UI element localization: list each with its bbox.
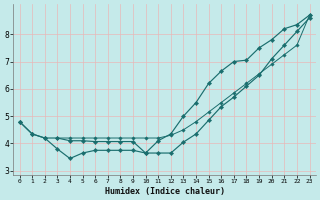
X-axis label: Humidex (Indice chaleur): Humidex (Indice chaleur) bbox=[105, 187, 225, 196]
